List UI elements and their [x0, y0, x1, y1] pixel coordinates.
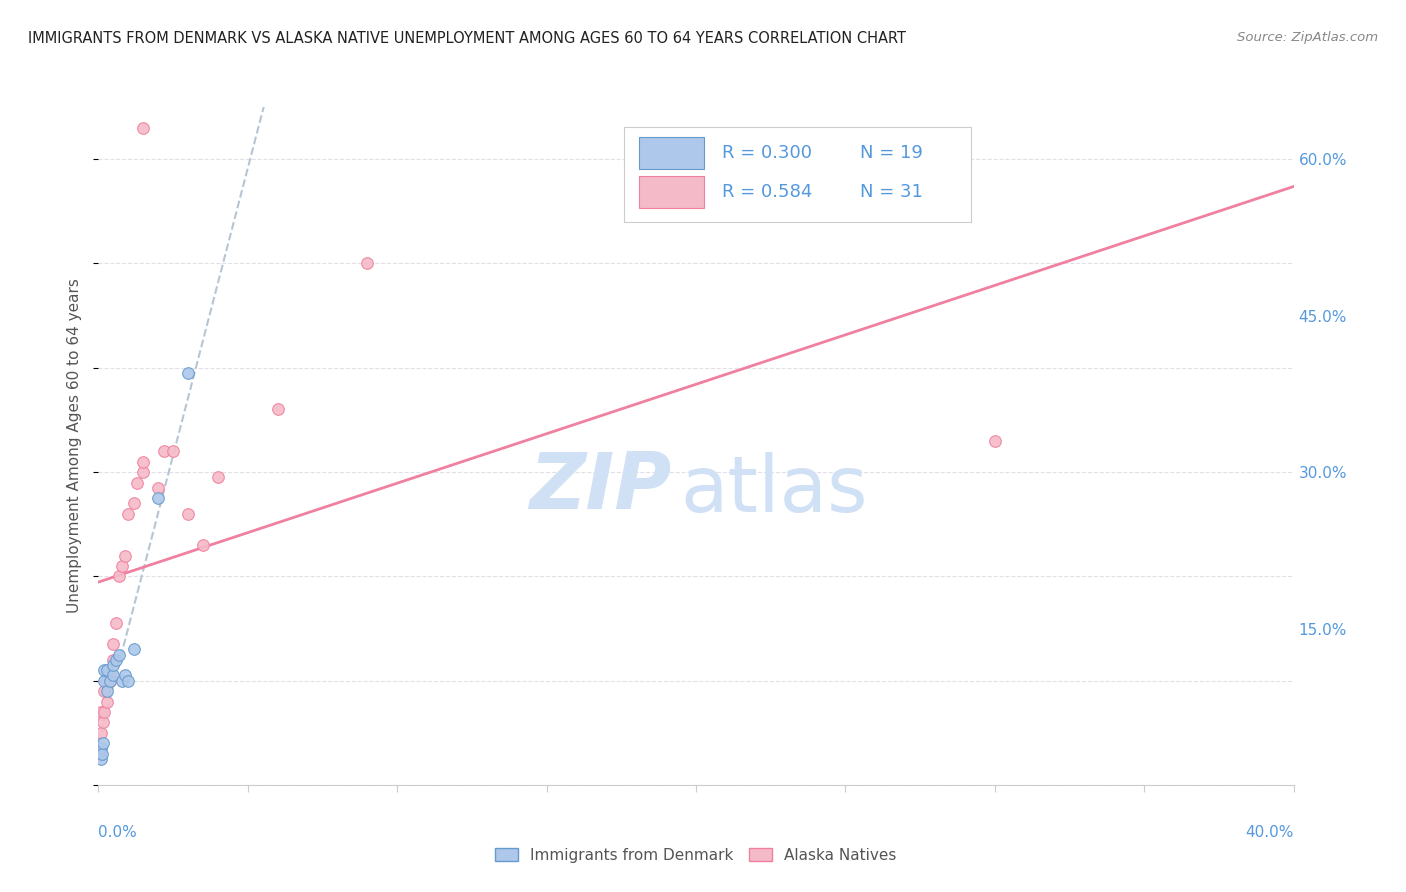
Point: [132, 120, 155, 135]
Point: [153, 444, 176, 458]
Point: [117, 507, 139, 521]
Point: [108, 569, 131, 583]
Point: [96, 673, 118, 688]
Text: Source: ZipAtlas.com: Source: ZipAtlas.com: [1237, 31, 1378, 45]
Point: [96, 684, 118, 698]
Point: [90, 705, 112, 719]
Point: [93, 684, 115, 698]
Point: [93, 705, 115, 719]
Text: 0.0%: 0.0%: [98, 825, 138, 840]
Point: [91, 736, 114, 750]
Point: [93, 663, 115, 677]
Point: [96, 663, 118, 677]
Point: [91, 715, 114, 730]
Point: [103, 637, 125, 651]
Point: [177, 507, 200, 521]
Point: [148, 481, 170, 495]
Point: [356, 256, 378, 270]
Point: [90, 741, 112, 756]
Point: [267, 402, 290, 417]
Point: [132, 465, 155, 479]
Point: [132, 455, 155, 469]
Text: R = 0.300: R = 0.300: [723, 145, 813, 162]
Bar: [638, 176, 704, 208]
Text: atlas: atlas: [681, 452, 868, 528]
Point: [103, 653, 125, 667]
Point: [98, 668, 122, 682]
Point: [90, 726, 112, 740]
Text: N = 31: N = 31: [859, 183, 922, 201]
Point: [148, 491, 170, 505]
Text: IMMIGRANTS FROM DENMARK VS ALASKA NATIVE UNEMPLOYMENT AMONG AGES 60 TO 64 YEARS : IMMIGRANTS FROM DENMARK VS ALASKA NATIVE…: [28, 31, 905, 46]
Point: [111, 673, 134, 688]
FancyBboxPatch shape: [624, 128, 972, 222]
Point: [114, 668, 136, 682]
Point: [124, 496, 146, 510]
Point: [177, 366, 200, 380]
Text: N = 19: N = 19: [859, 145, 922, 162]
Point: [105, 616, 128, 631]
Point: [103, 658, 125, 673]
Point: [98, 673, 122, 688]
Point: [98, 673, 122, 688]
Text: R = 0.584: R = 0.584: [723, 183, 813, 201]
Point: [162, 444, 184, 458]
Text: ZIP: ZIP: [529, 449, 672, 524]
Point: [89, 747, 111, 761]
Point: [124, 642, 146, 657]
Point: [108, 648, 131, 662]
Point: [91, 747, 114, 761]
Point: [207, 470, 229, 484]
Point: [90, 752, 112, 766]
Point: [111, 558, 134, 573]
Point: [103, 668, 125, 682]
Point: [117, 673, 139, 688]
Point: [93, 673, 115, 688]
Point: [114, 549, 136, 563]
Point: [96, 694, 118, 708]
Point: [984, 434, 1007, 448]
Point: [191, 538, 214, 552]
Y-axis label: Unemployment Among Ages 60 to 64 years: Unemployment Among Ages 60 to 64 years: [67, 278, 83, 614]
Bar: [638, 136, 704, 169]
Point: [127, 475, 149, 490]
Legend: Immigrants from Denmark, Alaska Natives: Immigrants from Denmark, Alaska Natives: [488, 840, 904, 871]
Point: [105, 653, 128, 667]
Text: 40.0%: 40.0%: [1246, 825, 1294, 840]
